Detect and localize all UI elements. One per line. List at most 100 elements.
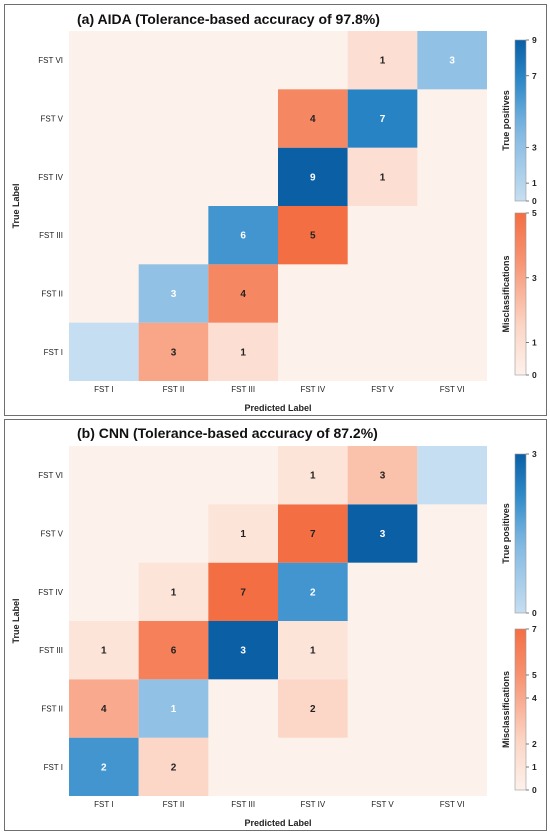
- cnn-cell-1-2: [138, 737, 209, 796]
- aida-cell-1-1: [69, 322, 139, 381]
- aida-cell-5-4-label: 4: [310, 114, 316, 125]
- aida-cell-5-4: [278, 89, 348, 148]
- aida-cell-4-4-label: 9: [310, 172, 316, 183]
- cnn-cell-4-2-label: 1: [171, 587, 177, 598]
- cnn-cell-3-2-label: 6: [171, 646, 177, 657]
- aida-cell-1-3-label: 1: [240, 347, 246, 358]
- cnn-colorbar-oranges-tick-6: 7: [532, 624, 537, 634]
- cnn-cell-2-1: [69, 679, 139, 738]
- aida-colorbar-blues-tick-2: 1: [532, 178, 537, 188]
- cnn-xtick-4: FST IV: [300, 800, 325, 809]
- cnn-cell-3-2: [138, 621, 209, 680]
- cnn-ytick-4: FST IV: [38, 588, 63, 597]
- cnn-chart-title: (b) CNN (Tolerance-based accuracy of 87.…: [77, 425, 378, 441]
- cnn-xtick-2: FST II: [163, 800, 185, 809]
- cnn-cell-3-4-label: 1: [310, 646, 316, 657]
- cnn-colorbar-blues-label: True positives: [501, 503, 511, 564]
- aida-ytick-3: FST III: [39, 231, 63, 240]
- aida-cell-6-6-label: 3: [449, 56, 455, 67]
- cnn-ytick-5: FST V: [40, 530, 63, 539]
- cnn-ytick-2: FST II: [41, 705, 63, 714]
- cnn-cell-5-5: [347, 504, 418, 563]
- cnn-cell-2-2-label: 1: [171, 704, 177, 715]
- heatmap-cnn: (b) CNN (Tolerance-based accuracy of 87.…: [11, 425, 537, 828]
- aida-xtick-5: FST V: [371, 385, 394, 394]
- cnn-cell-5-4: [278, 504, 348, 563]
- aida-ytick-4: FST IV: [38, 173, 63, 182]
- cnn-cell-4-2: [138, 562, 209, 621]
- aida-colorbar-oranges-tick-4: 5: [532, 208, 537, 218]
- cnn-cell-5-3-label: 1: [240, 529, 246, 540]
- cnn-cell-2-2: [138, 679, 209, 738]
- cnn-cell-6-6: [417, 446, 487, 505]
- aida-cell-6-5: [347, 31, 418, 90]
- aida-xlabel: Predicted Label: [244, 403, 311, 413]
- cnn-cell-4-4: [278, 562, 348, 621]
- cnn-xtick-1: FST I: [94, 800, 113, 809]
- aida-cell-2-3-label: 4: [240, 289, 246, 300]
- aida-cell-1-2: [138, 322, 209, 381]
- panel-b-frame: (b) CNN (Tolerance-based accuracy of 87.…: [4, 419, 547, 831]
- cnn-colorbar-blues: [514, 453, 527, 614]
- aida-colorbar-oranges-tick-1: 0: [532, 370, 537, 380]
- cnn-colorbar-oranges-label: Misclassifications: [501, 671, 511, 748]
- aida-colorbar-oranges-label: Misclassifications: [501, 255, 511, 332]
- cnn-cell-2-4: [278, 679, 348, 738]
- aida-ytick-1: FST I: [44, 348, 63, 357]
- cnn-xtick-6: FST VI: [440, 800, 465, 809]
- aida-cell-1-2-label: 3: [171, 347, 177, 358]
- cnn-cell-4-4-label: 2: [310, 587, 316, 598]
- aida-xtick-4: FST IV: [300, 385, 325, 394]
- aida-cell-5-5: [347, 89, 418, 148]
- aida-ytick-6: FST VI: [38, 56, 63, 65]
- cnn-cell-6-4: [278, 446, 348, 505]
- cnn-cell-3-1-label: 1: [101, 646, 107, 657]
- aida-xtick-3: FST III: [231, 385, 255, 394]
- aida-cell-2-2: [138, 264, 209, 323]
- cnn-cell-4-3: [208, 562, 278, 621]
- cnn-colorbar-oranges-tick-1: 0: [532, 785, 537, 795]
- cnn-colorbar-blues-tick-1: 0: [532, 608, 537, 618]
- aida-ylabel: True Label: [11, 183, 21, 228]
- heatmap-aida: (a) AIDA (Tolerance-based accuracy of 97…: [11, 11, 537, 413]
- cnn-cell-6-5-label: 3: [380, 471, 386, 482]
- aida-cell-5-5-label: 7: [380, 114, 386, 125]
- aida-cell-3-3-label: 6: [240, 231, 246, 242]
- cnn-xtick-3: FST III: [231, 800, 255, 809]
- aida-cell-2-2-label: 3: [171, 289, 177, 300]
- aida-cell-4-4: [278, 147, 348, 206]
- cnn-ylabel: True Label: [11, 598, 21, 643]
- cnn-cell-2-1-label: 4: [101, 704, 107, 715]
- aida-colorbar-blues-tick-3: 3: [532, 142, 537, 152]
- cnn-cell-1-2-label: 2: [171, 762, 177, 773]
- cnn-cell-4-3-label: 7: [240, 587, 246, 598]
- aida-colorbar-blues: [514, 39, 527, 202]
- cnn-cell-5-4-label: 7: [310, 529, 316, 540]
- aida-colorbar-oranges-tick-3: 3: [532, 273, 537, 283]
- cnn-ytick-6: FST VI: [38, 471, 63, 480]
- cnn-ytick-3: FST III: [39, 646, 63, 655]
- aida-cell-4-5-label: 1: [380, 172, 386, 183]
- cnn-cell-3-3: [208, 621, 278, 680]
- aida-xtick-2: FST II: [163, 385, 185, 394]
- aida-ytick-5: FST V: [40, 115, 63, 124]
- aida-ytick-2: FST II: [41, 290, 63, 299]
- cnn-colorbar-blues-tick-2: 3: [532, 449, 537, 459]
- cnn-colorbar-oranges: [514, 628, 527, 791]
- cnn-colorbar-oranges-tick-2: 1: [532, 762, 537, 772]
- aida-cell-3-4-label: 5: [310, 231, 316, 242]
- cnn-cell-2-4-label: 2: [310, 704, 316, 715]
- cnn-cell-1-1: [69, 737, 139, 796]
- cnn-cell-5-3: [208, 504, 278, 563]
- cnn-cell-6-5: [347, 446, 418, 505]
- panel-a-frame: (a) AIDA (Tolerance-based accuracy of 97…: [4, 4, 547, 416]
- aida-chart-title: (a) AIDA (Tolerance-based accuracy of 97…: [77, 11, 380, 27]
- cnn-cell-3-4: [278, 621, 348, 680]
- aida-cell-3-3: [208, 206, 278, 265]
- cnn-colorbar-oranges-tick-3: 2: [532, 739, 537, 749]
- aida-colorbar-oranges-tick-2: 1: [532, 338, 537, 348]
- aida-colorbar-blues-tick-1: 0: [532, 196, 537, 206]
- aida-cell-3-4: [278, 206, 348, 265]
- aida-cell-1-3: [208, 322, 278, 381]
